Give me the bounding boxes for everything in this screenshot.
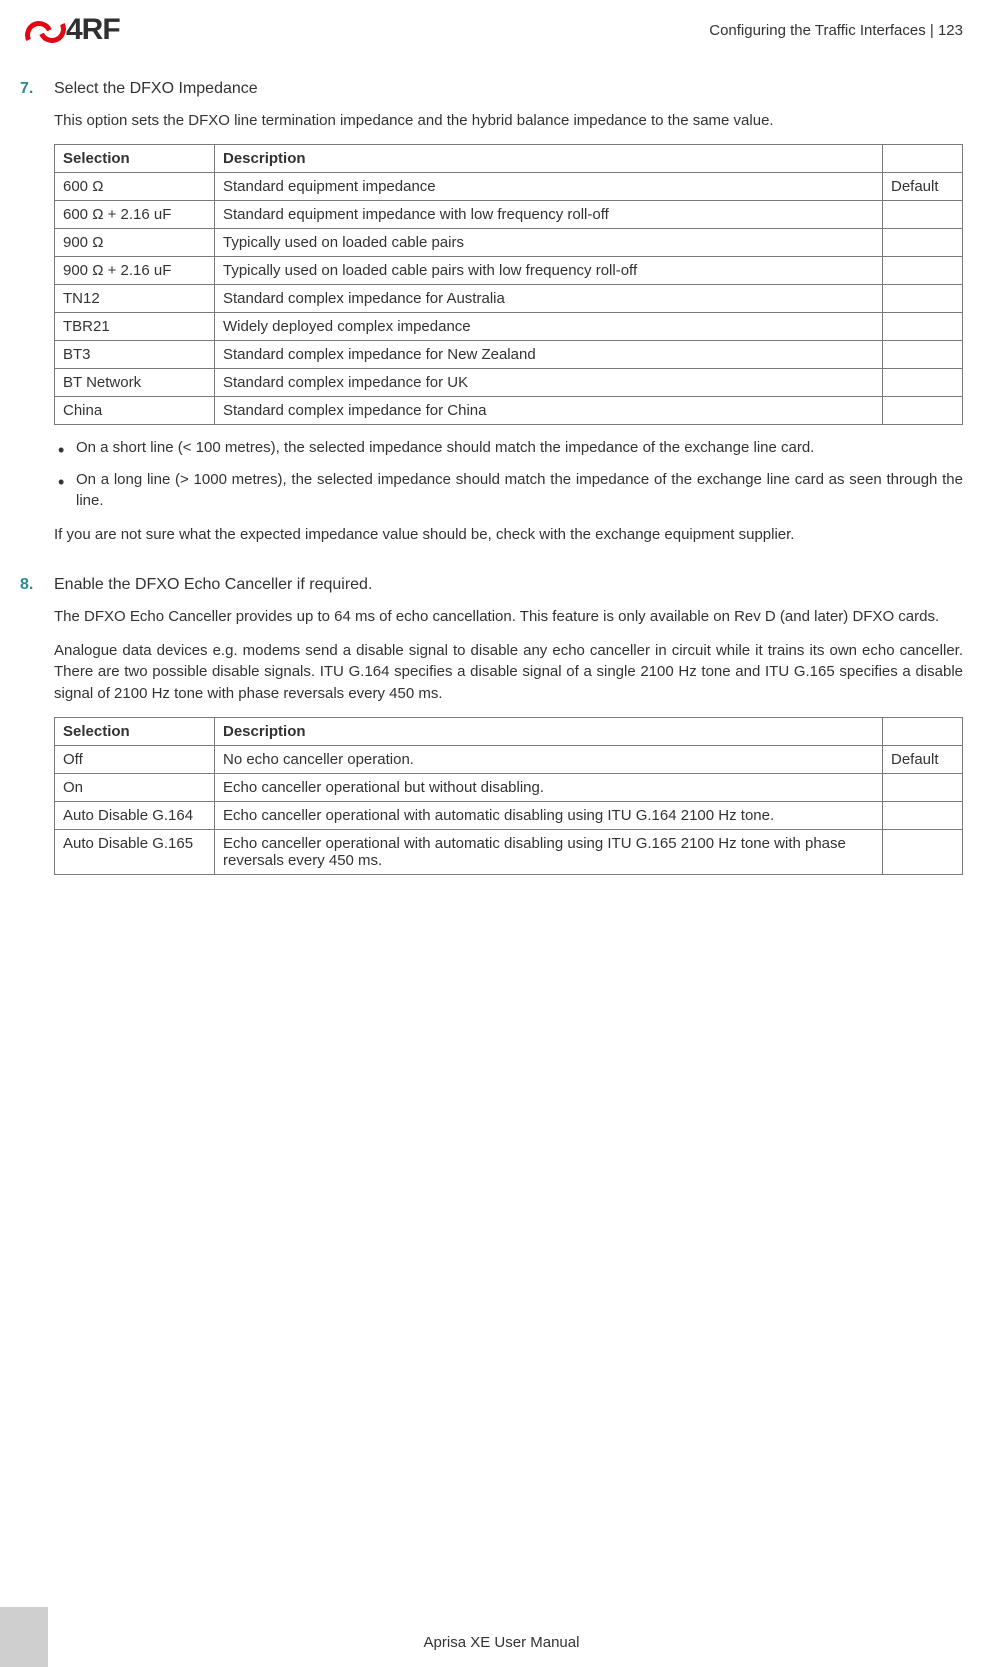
col-selection: Selection bbox=[55, 144, 215, 172]
col-description: Description bbox=[215, 717, 883, 745]
footer-text: Aprisa XE User Manual bbox=[0, 1634, 1003, 1651]
cell: Standard complex impedance for UK bbox=[215, 368, 883, 396]
cell: 900 Ω bbox=[55, 228, 215, 256]
cell bbox=[883, 773, 963, 801]
cell: Auto Disable G.165 bbox=[55, 829, 215, 874]
step-8: 8. Enable the DFXO Echo Canceller if req… bbox=[20, 576, 963, 875]
cell bbox=[883, 228, 963, 256]
breadcrumb: Configuring the Traffic Interfaces | 123 bbox=[709, 22, 963, 39]
cell: Echo canceller operational but without d… bbox=[215, 773, 883, 801]
cell: TBR21 bbox=[55, 312, 215, 340]
table-row: ChinaStandard complex impedance for Chin… bbox=[55, 396, 963, 424]
cell: BT3 bbox=[55, 340, 215, 368]
table-row: OnEcho canceller operational but without… bbox=[55, 773, 963, 801]
cell bbox=[883, 340, 963, 368]
bullet-list: On a short line (< 100 metres), the sele… bbox=[54, 437, 963, 512]
impedance-table: Selection Description 600 ΩStandard equi… bbox=[54, 144, 963, 425]
table-row: 600 ΩStandard equipment impedanceDefault bbox=[55, 172, 963, 200]
step-body: This option sets the DFXO line terminati… bbox=[54, 110, 963, 546]
cell bbox=[883, 200, 963, 228]
table-row: 600 Ω + 2.16 uFStandard equipment impeda… bbox=[55, 200, 963, 228]
cell: Echo canceller operational with automati… bbox=[215, 829, 883, 874]
cell: Standard complex impedance for New Zeala… bbox=[215, 340, 883, 368]
logo-swirl-icon bbox=[20, 10, 60, 50]
step-title: Select the DFXO Impedance bbox=[54, 80, 963, 98]
table-row: OffNo echo canceller operation.Default bbox=[55, 745, 963, 773]
step-7: 7. Select the DFXO Impedance This option… bbox=[20, 80, 963, 546]
table-row: Auto Disable G.165Echo canceller operati… bbox=[55, 829, 963, 874]
cell: Echo canceller operational with automati… bbox=[215, 801, 883, 829]
steps-list: 7. Select the DFXO Impedance This option… bbox=[20, 80, 963, 875]
step-note: If you are not sure what the expected im… bbox=[54, 524, 963, 546]
cell: Off bbox=[55, 745, 215, 773]
cell bbox=[883, 312, 963, 340]
table-header-row: Selection Description bbox=[55, 144, 963, 172]
list-item: On a short line (< 100 metres), the sele… bbox=[54, 437, 963, 459]
cell: 600 Ω bbox=[55, 172, 215, 200]
step-para: The DFXO Echo Canceller provides up to 6… bbox=[54, 606, 963, 628]
cell: Standard complex impedance for China bbox=[215, 396, 883, 424]
cell: Default bbox=[883, 172, 963, 200]
cell bbox=[883, 284, 963, 312]
cell: China bbox=[55, 396, 215, 424]
col-default bbox=[883, 717, 963, 745]
cell: Standard complex impedance for Australia bbox=[215, 284, 883, 312]
step-para: Analogue data devices e.g. modems send a… bbox=[54, 640, 963, 705]
step-body: The DFXO Echo Canceller provides up to 6… bbox=[54, 606, 963, 875]
table-row: Auto Disable G.164Echo canceller operati… bbox=[55, 801, 963, 829]
col-default bbox=[883, 144, 963, 172]
cell: No echo canceller operation. bbox=[215, 745, 883, 773]
table-row: 900 ΩTypically used on loaded cable pair… bbox=[55, 228, 963, 256]
cell: Typically used on loaded cable pairs bbox=[215, 228, 883, 256]
table-row: TN12Standard complex impedance for Austr… bbox=[55, 284, 963, 312]
table-row: BT3Standard complex impedance for New Ze… bbox=[55, 340, 963, 368]
step-number: 7. bbox=[20, 80, 33, 98]
step-number: 8. bbox=[20, 576, 33, 594]
cell bbox=[883, 256, 963, 284]
col-description: Description bbox=[215, 144, 883, 172]
table-row: TBR21Widely deployed complex impedance bbox=[55, 312, 963, 340]
table-header-row: Selection Description bbox=[55, 717, 963, 745]
logo-text: 4RF bbox=[66, 13, 120, 47]
cell: Default bbox=[883, 745, 963, 773]
cell: Widely deployed complex impedance bbox=[215, 312, 883, 340]
cell bbox=[883, 396, 963, 424]
cell bbox=[883, 801, 963, 829]
page-header: 4RF Configuring the Traffic Interfaces |… bbox=[20, 0, 963, 60]
col-selection: Selection bbox=[55, 717, 215, 745]
cell: TN12 bbox=[55, 284, 215, 312]
list-item: On a long line (> 1000 metres), the sele… bbox=[54, 469, 963, 513]
cell: Standard equipment impedance with low fr… bbox=[215, 200, 883, 228]
page: 4RF Configuring the Traffic Interfaces |… bbox=[0, 0, 1003, 1667]
table-row: BT NetworkStandard complex impedance for… bbox=[55, 368, 963, 396]
cell: Typically used on loaded cable pairs wit… bbox=[215, 256, 883, 284]
table-row: 900 Ω + 2.16 uFTypically used on loaded … bbox=[55, 256, 963, 284]
cell: On bbox=[55, 773, 215, 801]
logo: 4RF bbox=[20, 10, 120, 50]
cell: BT Network bbox=[55, 368, 215, 396]
step-intro: This option sets the DFXO line terminati… bbox=[54, 110, 963, 132]
cell bbox=[883, 368, 963, 396]
cell: Auto Disable G.164 bbox=[55, 801, 215, 829]
step-title: Enable the DFXO Echo Canceller if requir… bbox=[54, 576, 963, 594]
echo-table: Selection Description OffNo echo cancell… bbox=[54, 717, 963, 875]
cell bbox=[883, 829, 963, 874]
cell: Standard equipment impedance bbox=[215, 172, 883, 200]
cell: 900 Ω + 2.16 uF bbox=[55, 256, 215, 284]
cell: 600 Ω + 2.16 uF bbox=[55, 200, 215, 228]
